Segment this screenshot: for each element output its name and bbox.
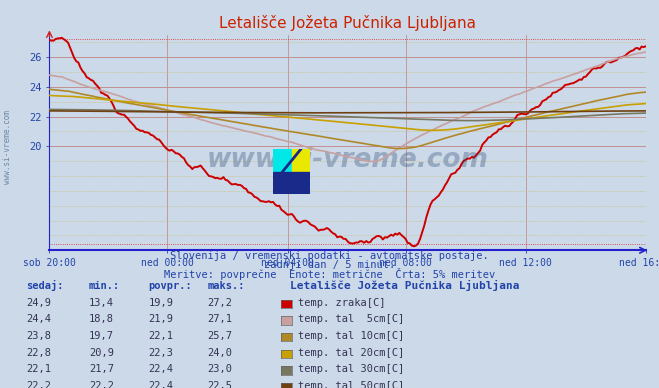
Text: 24,9: 24,9 bbox=[26, 298, 51, 308]
Text: 22,3: 22,3 bbox=[148, 348, 173, 358]
Text: Letališče Jožeta Pučnika Ljubljana: Letališče Jožeta Pučnika Ljubljana bbox=[290, 280, 519, 291]
Text: 22,2: 22,2 bbox=[26, 381, 51, 388]
Text: temp. tal 20cm[C]: temp. tal 20cm[C] bbox=[298, 348, 404, 358]
Text: 22,4: 22,4 bbox=[148, 381, 173, 388]
Text: maks.:: maks.: bbox=[208, 281, 245, 291]
Text: www.si-vreme.com: www.si-vreme.com bbox=[3, 111, 13, 184]
Text: 22,2: 22,2 bbox=[89, 381, 114, 388]
Text: 13,4: 13,4 bbox=[89, 298, 114, 308]
Text: 20,9: 20,9 bbox=[89, 348, 114, 358]
Text: 24,0: 24,0 bbox=[208, 348, 233, 358]
Text: Meritve: povprečne  Enote: metrične  Črta: 5% meritev: Meritve: povprečne Enote: metrične Črta:… bbox=[164, 268, 495, 280]
Text: 23,0: 23,0 bbox=[208, 364, 233, 374]
Text: temp. zraka[C]: temp. zraka[C] bbox=[298, 298, 386, 308]
Text: 18,8: 18,8 bbox=[89, 314, 114, 324]
Text: 27,2: 27,2 bbox=[208, 298, 233, 308]
Text: zadnji dan / 5 minut.: zadnji dan / 5 minut. bbox=[264, 260, 395, 270]
Text: 22,5: 22,5 bbox=[208, 381, 233, 388]
Text: temp. tal 10cm[C]: temp. tal 10cm[C] bbox=[298, 331, 404, 341]
Text: 25,7: 25,7 bbox=[208, 331, 233, 341]
Title: Letališče Jožeta Pučnika Ljubljana: Letališče Jožeta Pučnika Ljubljana bbox=[219, 15, 476, 31]
Text: 19,7: 19,7 bbox=[89, 331, 114, 341]
Text: Slovenija / vremenski podatki - avtomatske postaje.: Slovenija / vremenski podatki - avtomats… bbox=[170, 251, 489, 261]
Text: 27,1: 27,1 bbox=[208, 314, 233, 324]
Text: 22,1: 22,1 bbox=[26, 364, 51, 374]
Text: 22,4: 22,4 bbox=[148, 364, 173, 374]
Text: min.:: min.: bbox=[89, 281, 120, 291]
Text: sedaj:: sedaj: bbox=[26, 280, 64, 291]
Text: 21,7: 21,7 bbox=[89, 364, 114, 374]
Text: 22,8: 22,8 bbox=[26, 348, 51, 358]
Text: temp. tal 30cm[C]: temp. tal 30cm[C] bbox=[298, 364, 404, 374]
Text: 23,8: 23,8 bbox=[26, 331, 51, 341]
Text: 24,4: 24,4 bbox=[26, 314, 51, 324]
Text: temp. tal  5cm[C]: temp. tal 5cm[C] bbox=[298, 314, 404, 324]
Text: 22,1: 22,1 bbox=[148, 331, 173, 341]
Text: 21,9: 21,9 bbox=[148, 314, 173, 324]
Bar bbox=[273, 149, 291, 171]
Text: www.si-vreme.com: www.si-vreme.com bbox=[207, 147, 488, 173]
Text: temp. tal 50cm[C]: temp. tal 50cm[C] bbox=[298, 381, 404, 388]
Bar bbox=[291, 149, 310, 171]
Text: povpr.:: povpr.: bbox=[148, 281, 192, 291]
Bar bbox=[273, 171, 310, 194]
Text: 19,9: 19,9 bbox=[148, 298, 173, 308]
